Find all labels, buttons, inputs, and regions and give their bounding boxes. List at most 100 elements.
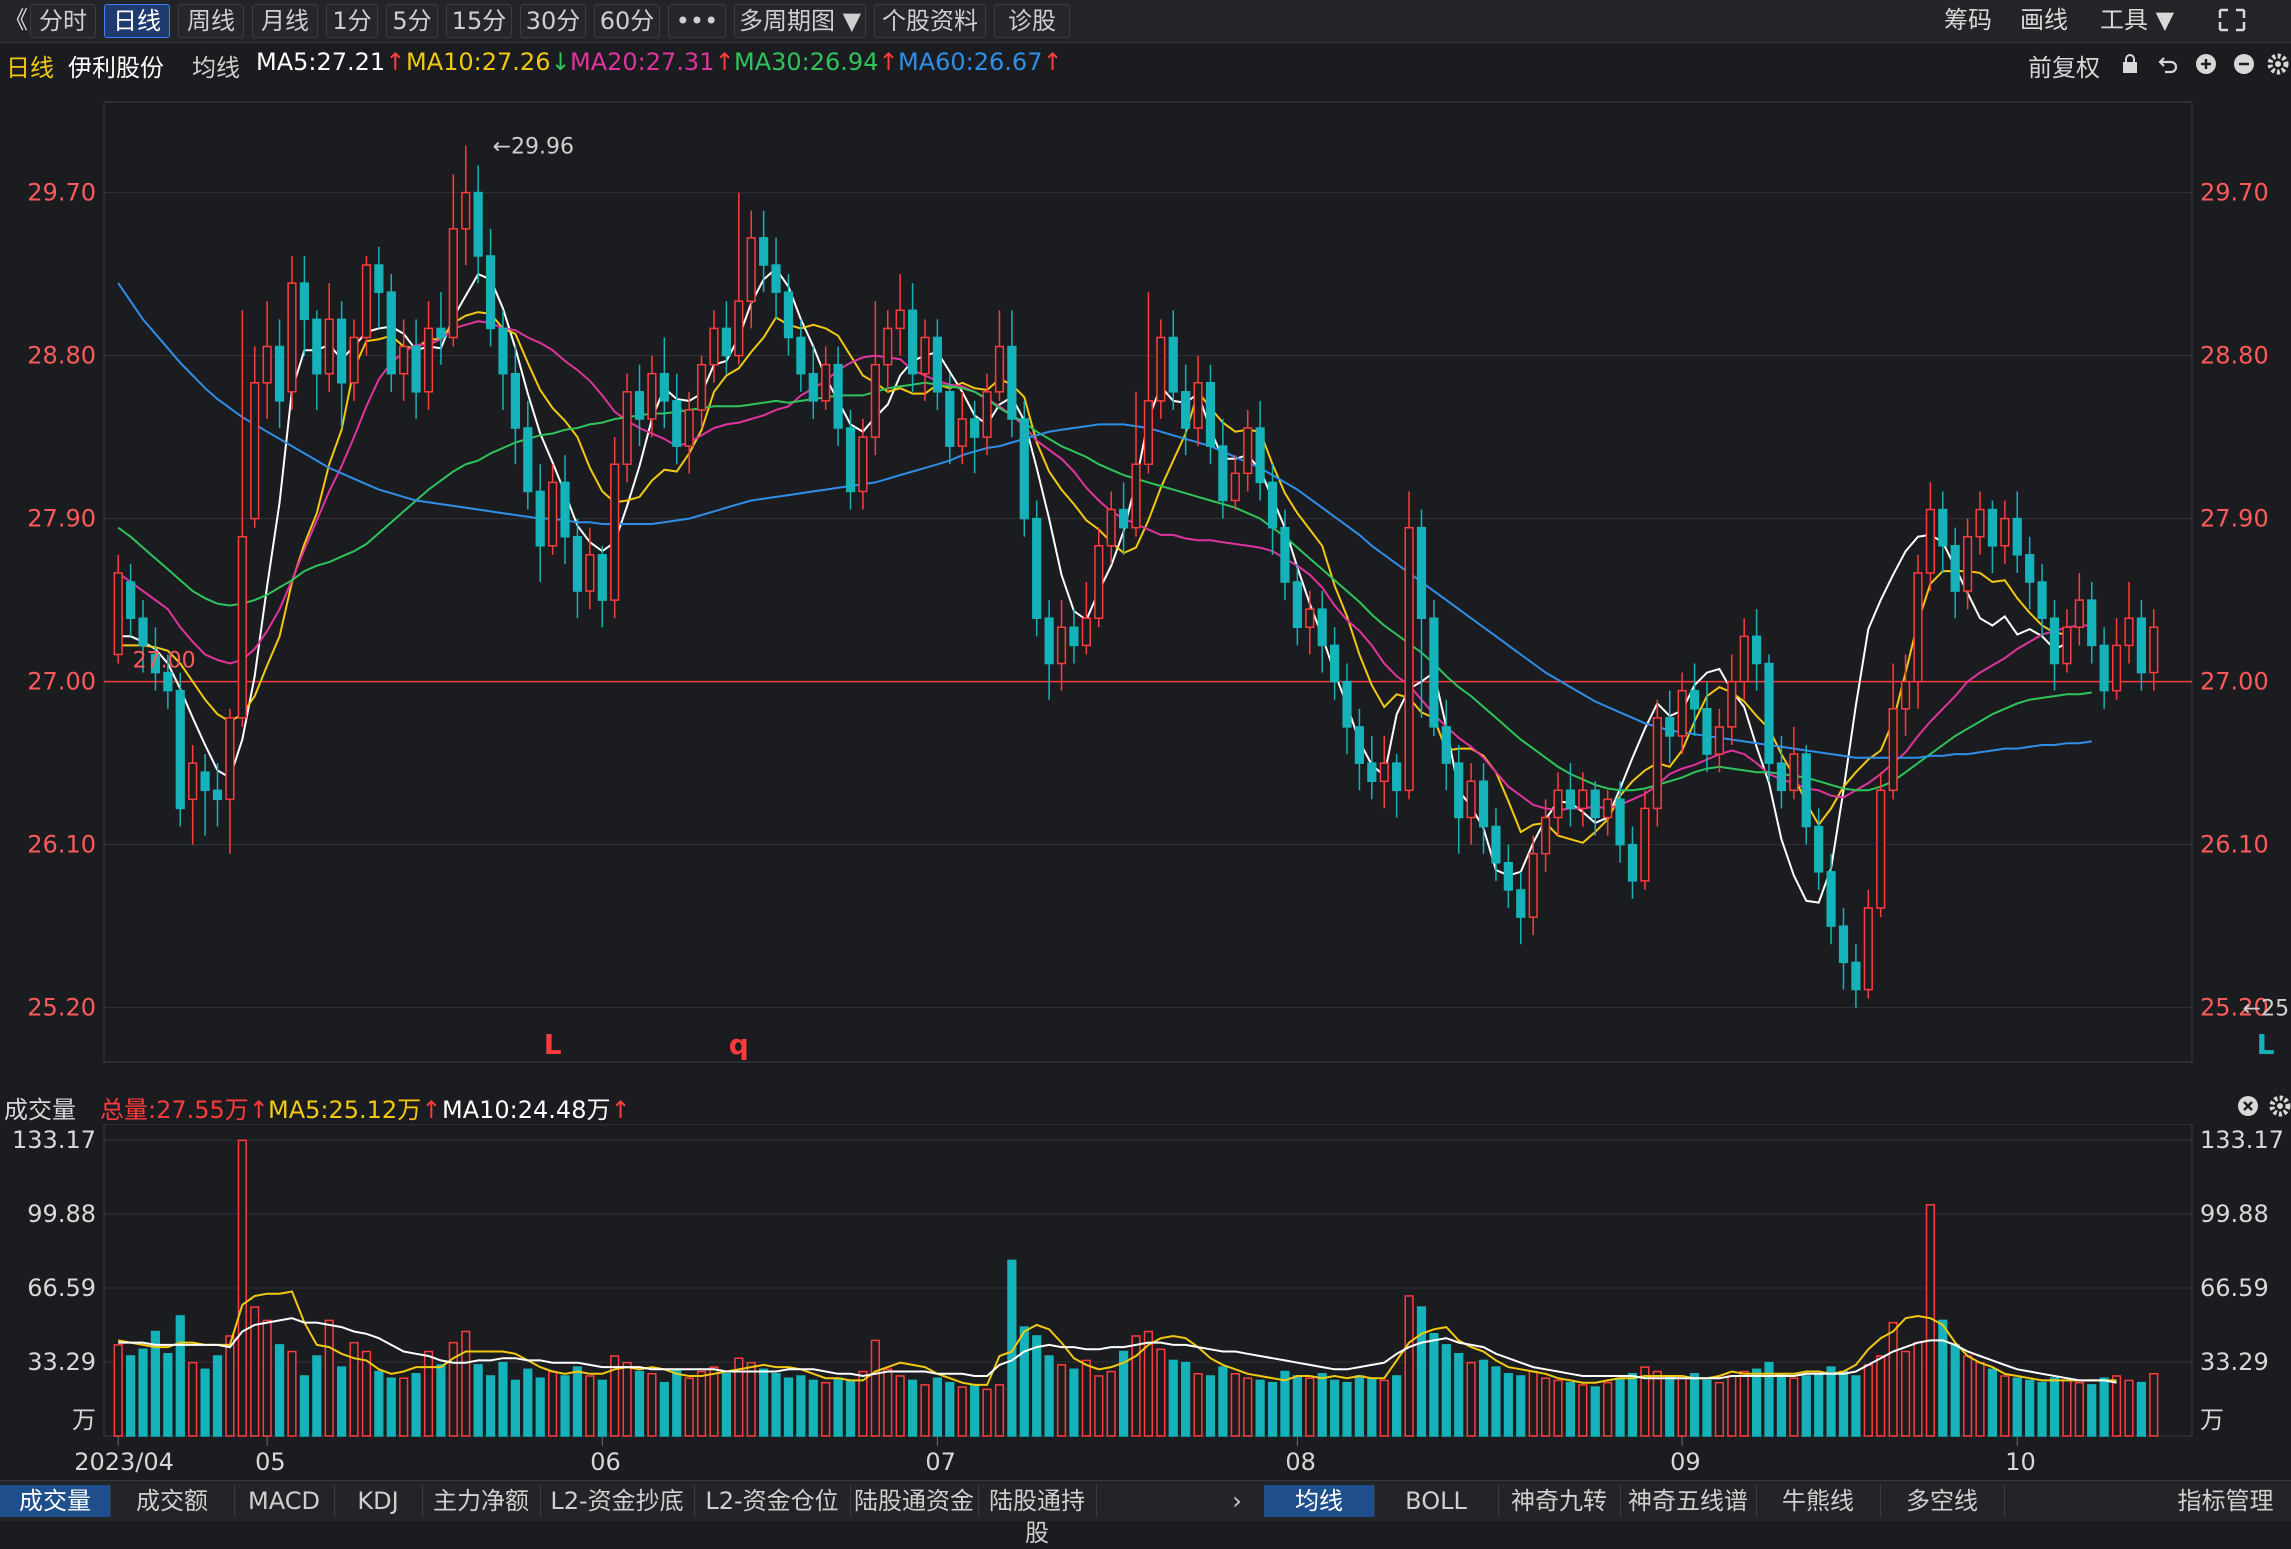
volume-bar	[1629, 1374, 1637, 1436]
zoom-in-icon[interactable]	[2194, 52, 2218, 82]
volume-bar	[809, 1380, 817, 1436]
volume-bar	[1579, 1385, 1587, 1436]
tab-8[interactable]: 60分	[594, 4, 660, 38]
volume-bar	[425, 1352, 433, 1436]
tab-6[interactable]: 15分	[446, 4, 512, 38]
indicator-tab-2[interactable]: MACD	[234, 1485, 335, 1517]
overlay-tab-0[interactable]: 均线	[1264, 1485, 1375, 1517]
tab-3[interactable]: 月线	[252, 4, 318, 38]
volume-bar	[276, 1345, 284, 1436]
overlay-tab-5[interactable]: 多空线	[1880, 1485, 2005, 1517]
volume-legend-row: 成交量 总量:27.55万↑ MA5:25.12万↑ MA10:24.48万↑	[0, 1088, 2291, 1124]
candle-body	[1020, 419, 1028, 519]
volume-bar	[201, 1369, 209, 1436]
tab-7[interactable]: 30分	[520, 4, 586, 38]
candle-body	[1269, 482, 1277, 527]
tab-9[interactable]: •••	[668, 4, 726, 38]
date-axis: 2023/0405060708091011	[74, 1436, 2291, 1476]
candle-body	[1554, 790, 1562, 817]
price-tick-left: 28.80	[27, 342, 96, 370]
volume-bar	[1728, 1376, 1736, 1436]
line-type-label[interactable]: 均线	[192, 48, 240, 83]
price-tick-left: 27.90	[27, 505, 96, 533]
chips-button[interactable]: 筹码	[1944, 4, 1992, 36]
expand-icon[interactable]	[2214, 4, 2250, 36]
indicator-tab-0[interactable]: 成交量	[0, 1485, 111, 1517]
settings-gear-icon[interactable]	[2266, 52, 2290, 82]
overlay-tab-4[interactable]: 牛熊线	[1756, 1485, 1881, 1517]
volume-bar	[921, 1385, 929, 1436]
volume-bar	[871, 1340, 879, 1436]
tab-4[interactable]: 1分	[326, 4, 378, 38]
volume-bar	[1864, 1365, 1872, 1436]
undo-icon[interactable]	[2156, 52, 2180, 82]
tab-0[interactable]: 分时	[30, 4, 96, 38]
volume-bar	[1902, 1352, 1910, 1436]
volume-bar	[1020, 1327, 1028, 1436]
volume-bar	[648, 1374, 656, 1436]
volume-bar	[847, 1380, 855, 1436]
volume-bar	[114, 1345, 122, 1436]
indicator-manage-button[interactable]: 指标管理	[2160, 1485, 2291, 1517]
tab-10[interactable]: 多周期图 ▼	[734, 4, 866, 38]
volume-bar	[2113, 1376, 2121, 1436]
back-icon[interactable]: 《	[4, 4, 28, 36]
stock-name[interactable]: 伊利股份	[68, 48, 164, 83]
indicator-tab-5[interactable]: L2-资金抄底	[540, 1485, 695, 1517]
candle-body	[400, 347, 408, 374]
candle-body	[660, 374, 668, 401]
volume-tick-right: 133.17	[2200, 1126, 2284, 1154]
volume-bar	[1939, 1320, 1947, 1436]
candle-body	[921, 337, 929, 373]
tab-1[interactable]: 日线	[104, 4, 170, 38]
candle-body	[809, 374, 817, 401]
tab-11[interactable]: 个股资料	[874, 4, 986, 38]
candle-body	[1591, 790, 1599, 817]
volume-settings-gear-icon[interactable]	[2268, 1094, 2291, 1124]
candle-body	[536, 491, 544, 545]
volume-bar	[1852, 1376, 1860, 1436]
zoom-out-icon[interactable]	[2232, 52, 2256, 82]
overlay-tab-1[interactable]: BOLL	[1374, 1485, 1499, 1517]
overlay-tab-3[interactable]: 神奇五线谱	[1620, 1485, 1757, 1517]
candle-body	[487, 256, 495, 328]
candle-body	[1120, 510, 1128, 528]
indicator-tab-7[interactable]: 陆股通资金	[850, 1485, 979, 1517]
candle-body	[1207, 383, 1215, 446]
indicator-tab-3[interactable]: KDJ	[334, 1485, 423, 1517]
volume-bar	[1951, 1345, 1959, 1436]
more-tabs-arrow-icon[interactable]: ›	[1220, 1485, 1254, 1517]
candle-body	[735, 301, 743, 355]
candle-body	[1529, 854, 1537, 917]
indicator-tab-8[interactable]: 陆股通持股	[978, 1485, 1097, 1517]
candle-body	[2088, 600, 2096, 645]
candle-body	[1455, 763, 1463, 817]
volume-bar	[797, 1376, 805, 1436]
draw-button[interactable]: 画线	[2020, 4, 2068, 36]
candle-body	[673, 401, 681, 446]
date-label: 07	[925, 1448, 956, 1476]
candle-body	[1753, 636, 1761, 663]
adjust-label[interactable]: 前复权	[2028, 48, 2100, 83]
candle-body	[1145, 401, 1153, 464]
volume-bar	[1455, 1354, 1463, 1436]
candle-body	[214, 790, 222, 799]
indicator-tab-4[interactable]: 主力净额	[422, 1485, 541, 1517]
indicator-tab-1[interactable]: 成交额	[110, 1485, 235, 1517]
volume-bar	[313, 1356, 321, 1436]
indicator-tab-6[interactable]: L2-资金仓位	[694, 1485, 851, 1517]
date-label: 05	[255, 1448, 286, 1476]
volume-ma-line-ma5	[118, 1292, 2116, 1385]
volume-bar	[400, 1378, 408, 1436]
volume-bar	[1169, 1360, 1177, 1436]
lock-icon[interactable]	[2118, 52, 2142, 82]
tab-2[interactable]: 周线	[178, 4, 244, 38]
candle-body	[1964, 537, 1972, 591]
tools-button[interactable]: 工具 ▼	[2100, 4, 2174, 36]
close-panel-icon[interactable]	[2236, 1094, 2260, 1124]
tab-12[interactable]: 诊股	[994, 4, 1070, 38]
overlay-tab-2[interactable]: 神奇九转	[1498, 1485, 1621, 1517]
tab-5[interactable]: 5分	[386, 4, 438, 38]
